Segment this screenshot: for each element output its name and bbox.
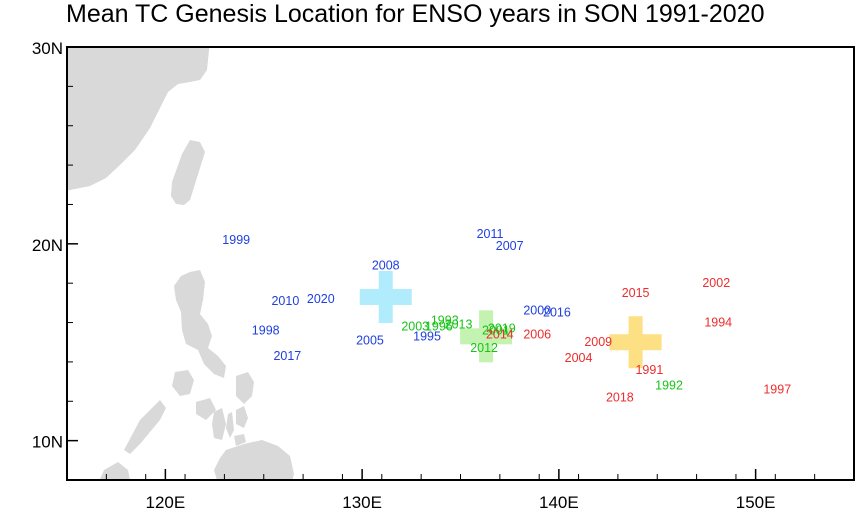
year-label-2002: 2002	[702, 276, 730, 290]
mean-marker-layer	[359, 270, 662, 369]
year-label-2017: 2017	[273, 349, 301, 363]
land-bohol	[234, 434, 246, 446]
year-label-2004: 2004	[565, 351, 593, 365]
year-label-2008: 2008	[372, 258, 400, 272]
land-luzon	[174, 270, 226, 378]
year-label-1993: 1993	[431, 314, 459, 328]
x-tick-label: 140E	[539, 493, 579, 512]
year-label-2015: 2015	[622, 286, 650, 300]
year-label-2001: 2001	[482, 323, 510, 337]
year-label-2005: 2005	[356, 333, 384, 347]
land-mindanao	[214, 440, 294, 480]
land-mainland-asia	[67, 47, 210, 191]
year-label-2006: 2006	[523, 327, 551, 341]
y-tick-label: 30N	[32, 39, 63, 58]
year-label-1995: 1995	[413, 329, 441, 343]
year-label-2019: 2019	[488, 321, 516, 335]
x-tick-label: 150E	[736, 493, 776, 512]
year-label-2003: 2003	[401, 319, 429, 333]
mean-genesis-marker-la-nina	[359, 270, 412, 323]
year-label-1997: 1997	[763, 382, 791, 396]
year-label-1998: 1998	[252, 323, 280, 337]
land-borneo	[99, 462, 130, 480]
year-label-2014: 2014	[486, 327, 514, 341]
year-label-2020: 2020	[307, 292, 335, 306]
year-label-2013: 2013	[445, 318, 473, 332]
marker-vertical-bar	[479, 310, 494, 363]
y-tick-label: 20N	[32, 236, 63, 255]
map-frame	[66, 46, 855, 481]
year-label-2009: 2009	[584, 335, 612, 349]
year-label-2007: 2007	[496, 239, 524, 253]
mean-genesis-marker-neutral	[460, 310, 513, 363]
year-label-2011: 2011	[477, 227, 504, 241]
year-label-1994: 1994	[704, 316, 732, 330]
year-label-2018: 2018	[606, 390, 634, 404]
year-label-1991: 1991	[635, 363, 663, 377]
year-label-1996: 1996	[425, 319, 453, 333]
mean-genesis-marker-el-nino	[609, 316, 662, 369]
land-panay	[196, 398, 216, 420]
marker-vertical-bar	[628, 316, 643, 369]
land-samar	[236, 372, 254, 404]
x-tick-label: 120E	[146, 493, 186, 512]
land-layer	[67, 47, 294, 480]
land-palawan	[124, 400, 166, 454]
year-label-1999: 1999	[222, 233, 250, 247]
land-leyte	[236, 406, 248, 428]
land-mindoro	[172, 370, 194, 396]
y-tick-label: 10N	[32, 433, 63, 452]
axis-ticks: 120E 130E 140E 150E 10N 20N 30N	[32, 39, 855, 512]
land-negros	[212, 408, 226, 440]
land-taiwan	[171, 140, 205, 205]
year-label-2010: 2010	[271, 294, 299, 308]
year-label-2000: 2000	[523, 304, 551, 318]
land-cebu	[226, 412, 234, 438]
year-label-2012: 2012	[470, 341, 498, 355]
x-tick-label: 130E	[342, 493, 382, 512]
marker-vertical-bar	[378, 270, 393, 323]
year-label-2016: 2016	[543, 306, 571, 320]
year-label-1992: 1992	[655, 379, 683, 393]
map-title: Mean TC Genesis Location for ENSO years …	[66, 0, 765, 28]
